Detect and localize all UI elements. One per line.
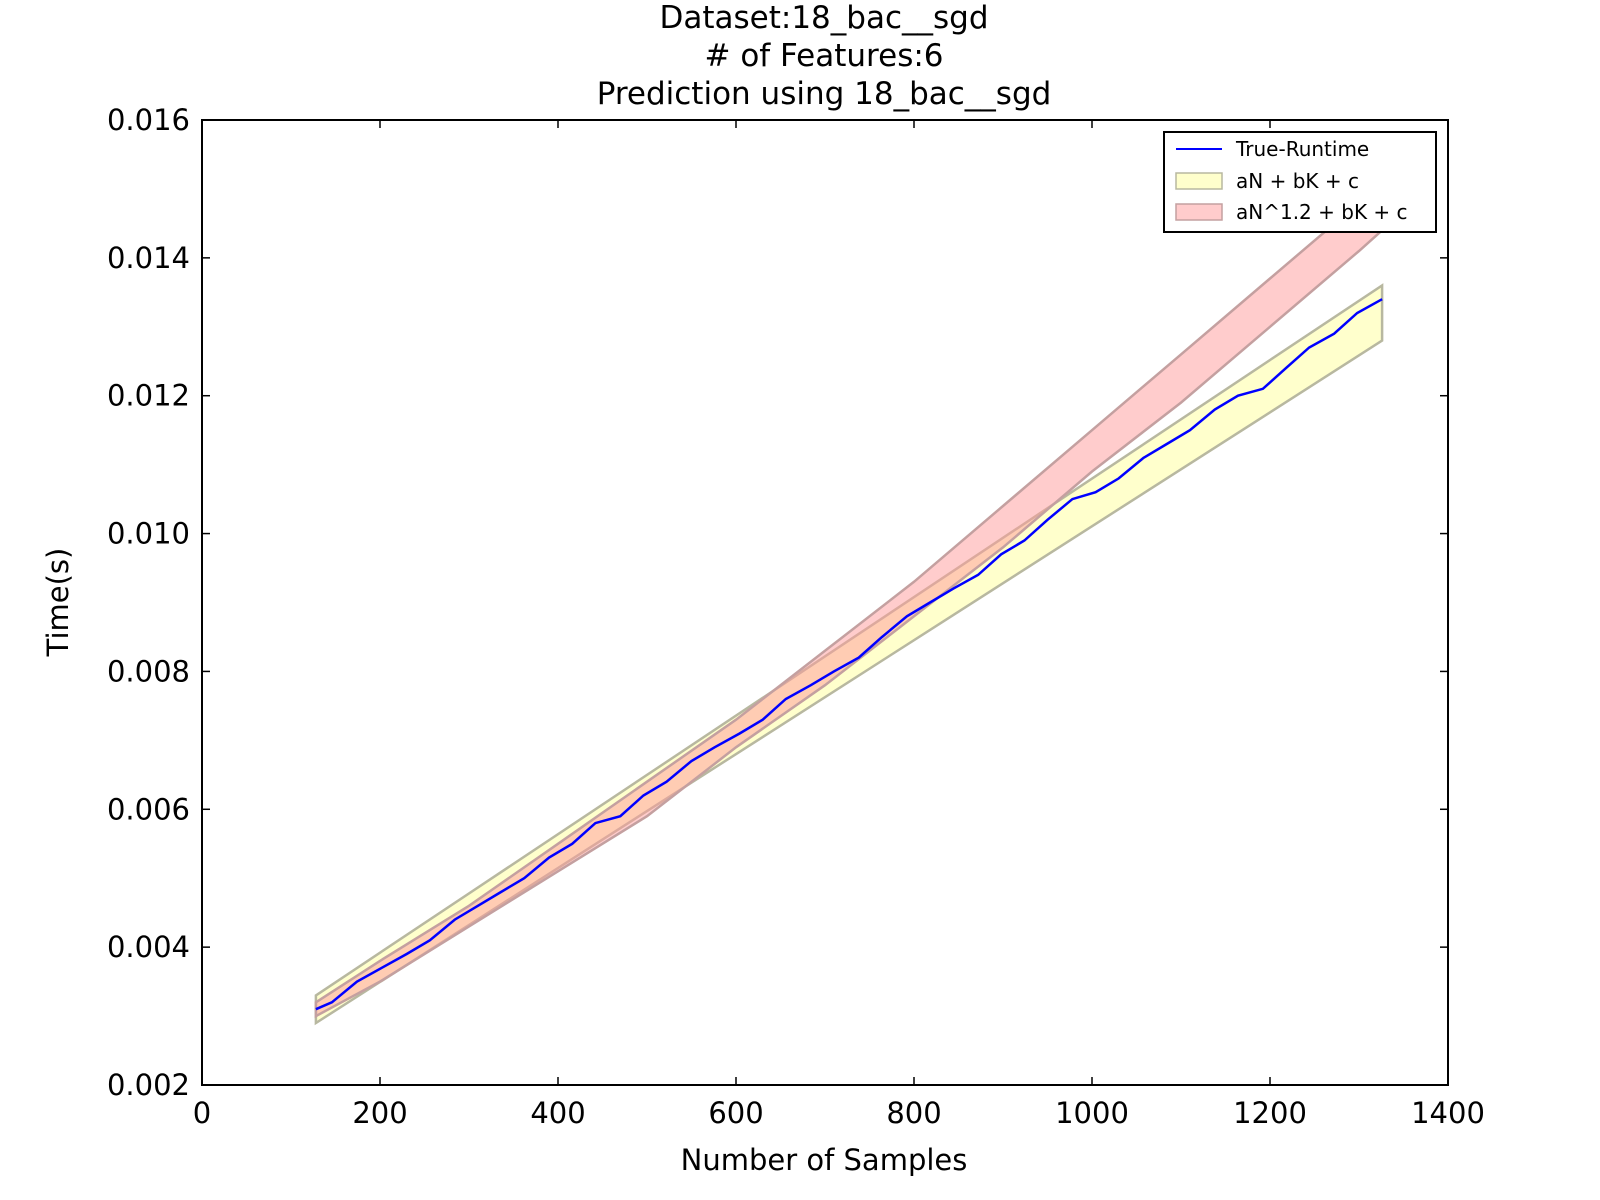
title-line-2: # of Features:6 <box>704 38 943 74</box>
x-tick-label: 1000 <box>1055 1096 1129 1130</box>
plot-frame <box>201 119 1449 1086</box>
legend-power-swatch <box>1175 203 1223 221</box>
y-tick-label: 0.012 <box>107 379 190 413</box>
y-tick-label: 0.010 <box>107 517 190 551</box>
title-line-1: Dataset:18_bac__sgd <box>659 0 988 36</box>
x-tick-label: 1200 <box>1233 1096 1307 1130</box>
y-tick-label: 0.008 <box>107 654 190 688</box>
legend-linear-swatch <box>1175 172 1223 190</box>
y-tick-label: 0.006 <box>107 792 190 826</box>
plot-area <box>314 179 1384 1026</box>
x-axis-label: Number of Samples <box>681 1143 968 1177</box>
legend: True-Runtime aN + bK + c aN^1.2 + bK + c <box>1163 131 1437 233</box>
x-tick-label: 800 <box>886 1096 941 1130</box>
x-axis: 0 200 400 600 800 1000 1200 1400 <box>193 120 1485 1130</box>
y-tick-label: 0.002 <box>107 1068 190 1102</box>
x-tick-label: 1400 <box>1411 1096 1485 1130</box>
y-tick-label: 0.004 <box>107 930 190 964</box>
x-tick-label: 400 <box>530 1096 585 1130</box>
legend-label-power: aN^1.2 + bK + c <box>1236 200 1408 224</box>
x-tick-label: 200 <box>352 1096 407 1130</box>
true-runtime-line <box>315 298 1383 1011</box>
chart-title: Dataset:18_bac__sgd # of Features:6 Pred… <box>597 0 1052 112</box>
legend-label-linear: aN + bK + c <box>1236 169 1359 193</box>
title-line-3: Prediction using 18_bac__sgd <box>597 76 1052 112</box>
y-axis-label: Time(s) <box>41 548 75 658</box>
legend-label-true-runtime: True-Runtime <box>1235 137 1369 161</box>
y-tick-label: 0.014 <box>107 241 190 275</box>
x-tick-label: 0 <box>193 1096 211 1130</box>
y-axis: 0.002 0.004 0.006 0.008 0.010 0.012 0.014 0.016 <box>107 103 1448 1102</box>
y-tick-label: 0.016 <box>107 103 190 137</box>
x-tick-label: 600 <box>708 1096 763 1130</box>
